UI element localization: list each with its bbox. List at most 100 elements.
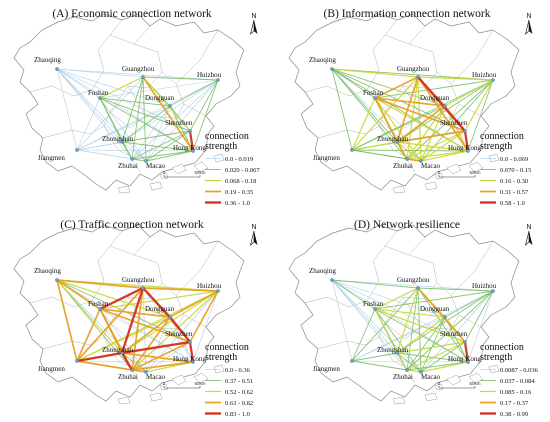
panel-network-resilience: (D) Network resilience N Zhaoqing Guangzhou…: [288, 219, 539, 418]
north-arrow-icon: [254, 231, 258, 245]
link-dongguan-macao: [145, 105, 171, 162]
link-zhaoqing-macao: [331, 68, 422, 162]
city-node-hong-kong: [191, 360, 195, 364]
city-label-huizhou: Huizhou: [197, 71, 222, 79]
link-zhaoqing-jiangmen: [331, 279, 353, 362]
link-zhaoqing-macao: [56, 279, 147, 373]
link-zhaoqing-huizhou: [56, 68, 219, 81]
link-shenzhen-zhuhai: [131, 130, 191, 160]
link-guangzhou-foshan: [374, 287, 419, 310]
city-node-zhongshan: [120, 351, 124, 355]
link-zhongshan-zhuhai: [396, 141, 408, 160]
north-arrow-icon: [529, 20, 533, 34]
city-label-zhaoqing: Zhaoqing: [309, 267, 336, 275]
link-foshan-dongguan: [374, 97, 446, 107]
panel-traffic-network: (C) Traffic connection network N Zhaoqing G…: [13, 219, 258, 418]
island-outline: [117, 185, 131, 194]
city-label-zhuhai: Zhuhai: [393, 162, 413, 170]
link-zhaoqing-dongguan: [56, 279, 171, 318]
link-foshan-dongguan: [99, 97, 171, 107]
city-node-huizhou: [216, 289, 220, 293]
link-jiangmen-dongguan: [76, 105, 171, 151]
link-shenzhen-hong-kong: [188, 129, 195, 153]
link-shenzhen-zhongshan: [120, 340, 192, 355]
city-label-foshan: Foshan: [88, 89, 109, 97]
scale-bar-label: 50km: [194, 170, 205, 175]
link-dongguan-macao: [420, 105, 446, 162]
north-arrow-icon: [524, 19, 530, 35]
island-outline: [468, 372, 484, 384]
island-outline: [392, 396, 406, 405]
city-node-guangzhou: [416, 286, 420, 290]
scale-bar-label: 50km: [469, 381, 480, 386]
legend-label: 0.52 - 0.62: [225, 389, 253, 396]
link-zhaoqing-jiangmen: [56, 68, 78, 151]
north-arrow-icon: [254, 20, 258, 34]
city-label-macao: Macao: [146, 373, 166, 381]
city-node-hong-kong: [466, 149, 470, 153]
link-foshan-hong-kong: [99, 97, 194, 152]
city-node-guangzhou: [416, 75, 420, 79]
island-outline: [171, 374, 187, 386]
district-border: [384, 282, 438, 324]
city-label-hong-kong: Hong Kong: [448, 144, 481, 152]
district-border: [175, 240, 219, 296]
island-outline: [213, 153, 225, 163]
city-node-foshan: [373, 96, 377, 100]
link-huizhou-zhuhai: [406, 79, 494, 160]
city-label-shenzhen: Shenzhen: [440, 330, 468, 338]
link-jiangmen-guangzhou: [76, 287, 144, 362]
link-zhaoqing-huizhou: [331, 279, 494, 292]
city-label-dongguan: Dongguan: [420, 305, 450, 313]
link-jiangmen-guangzhou: [76, 76, 144, 151]
city-node-foshan: [98, 307, 102, 311]
legend-label: 0.085 - 0.16: [500, 389, 532, 396]
district-border: [304, 296, 368, 308]
link-jiangmen-hong-kong: [351, 149, 469, 152]
city-node-jiangmen: [350, 359, 354, 363]
link-huizhou-zhongshan: [396, 290, 494, 354]
link-huizhou-zhuhai: [406, 290, 494, 371]
scale-bar-label: 0: [438, 170, 441, 175]
link-guangzhou-huizhou: [142, 287, 219, 292]
city-label-shenzhen: Shenzhen: [440, 119, 468, 127]
city-label-hong-kong: Hong Kong: [173, 355, 206, 363]
link-huizhou-shenzhen: [189, 79, 219, 132]
link-guangzhou-macao: [142, 76, 147, 162]
link-huizhou-dongguan: [169, 290, 219, 318]
link-huizhou-zhuhai: [131, 79, 219, 160]
scale-bar-label: 0: [163, 170, 166, 175]
link-jiangmen-dongguan: [351, 316, 446, 362]
legend-label: 0.31 - 0.57: [500, 189, 529, 196]
link-hong-kong-zhuhai: [131, 361, 194, 371]
island-outline: [488, 153, 500, 163]
link-zhaoqing-zhongshan: [331, 279, 398, 354]
city-node-foshan: [98, 96, 102, 100]
link-zhongshan-zhuhai: [120, 351, 134, 372]
panel-economic-network: (A) Economic connection network N Zhaoqing…: [13, 8, 260, 207]
link-zhongshan-zhuhai: [396, 352, 408, 371]
link-zhaoqing-hong-kong: [56, 68, 194, 152]
link-huizhou-hong-kong: [192, 79, 219, 152]
city-node-zhuhai: [405, 157, 409, 161]
north-arrow-icon: [249, 19, 255, 35]
link-zhaoqing-shenzhen: [56, 68, 191, 132]
link-guangzhou-huizhou: [417, 287, 494, 292]
city-node-shenzhen: [188, 340, 192, 344]
link-jiangmen-zhuhai: [76, 360, 133, 371]
legend-label: 0.17 - 0.37: [500, 400, 529, 407]
link-zhaoqing-jiangmen: [331, 68, 353, 151]
legend-label: 0.83 - 1.0: [225, 411, 250, 418]
link-shenzhen-zhongshan: [396, 341, 466, 354]
district-border: [304, 85, 368, 97]
link-huizhou-zhongshan: [121, 290, 219, 354]
legend-label: 0.020 - 0.067: [225, 167, 260, 174]
city-node-zhaoqing: [55, 278, 59, 282]
link-hong-kong-zhuhai: [131, 150, 194, 160]
link-guangzhou-foshan: [98, 286, 145, 311]
city-label-foshan: Foshan: [363, 89, 384, 97]
link-huizhou-foshan: [374, 290, 494, 310]
link-huizhou-hong-kong: [192, 290, 219, 363]
link-zhaoqing-zhuhai: [56, 279, 133, 371]
